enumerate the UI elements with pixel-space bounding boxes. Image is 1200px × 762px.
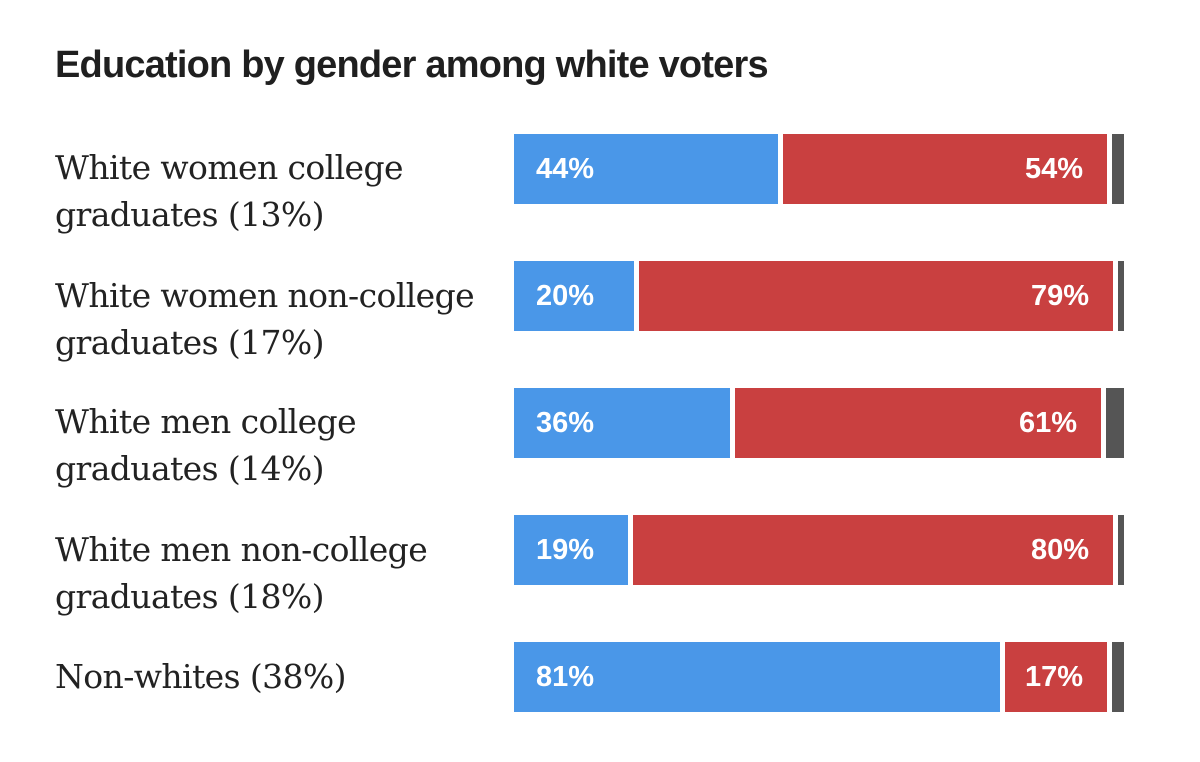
- data-label-republican-row-4: 17%: [1024, 661, 1083, 693]
- row-label-white-men-non-college: White men non-college graduates (18%): [55, 530, 428, 616]
- bar-segment-democrat-row-4: 81%: [514, 642, 1000, 712]
- bar-segment-republican-row-1: 79%: [639, 261, 1113, 331]
- bar-row-white-women-college: 44% 54%: [514, 134, 1124, 204]
- bar-segment-republican-row-0: 54%: [783, 134, 1107, 204]
- data-label-republican-row-2: 61%: [1018, 407, 1077, 439]
- bar-segment-other-row-4: [1112, 642, 1124, 712]
- bar-segment-other-row-3: [1118, 515, 1124, 585]
- bar-row-white-men-non-college: 19% 80%: [514, 515, 1124, 585]
- bar-segment-democrat-row-1: 20%: [514, 261, 634, 331]
- chart-title: Education by gender among white voters: [55, 44, 769, 86]
- bar-segment-other-row-1: [1118, 261, 1124, 331]
- row-label-white-women-non-college: White women non-college graduates (17%): [55, 276, 475, 362]
- row-label-white-women-college: White women college graduates (13%): [55, 148, 404, 234]
- data-label-democrat-row-0: 44%: [536, 153, 595, 185]
- bar-row-white-men-college: 36% 61%: [514, 388, 1124, 458]
- row-label-white-men-college: White men college graduates (14%): [55, 402, 357, 488]
- bar-segment-democrat-row-0: 44%: [514, 134, 778, 204]
- bar-segment-republican-row-2: 61%: [735, 388, 1101, 458]
- data-label-republican-row-3: 80%: [1030, 534, 1089, 566]
- bar-segment-republican-row-3: 80%: [633, 515, 1113, 585]
- bar-segment-other-row-2: [1106, 388, 1124, 458]
- data-label-democrat-row-3: 19%: [536, 534, 595, 566]
- data-label-republican-row-0: 54%: [1024, 153, 1083, 185]
- row-label-non-whites: Non-whites (38%): [55, 657, 347, 696]
- bar-segment-other-row-0: [1112, 134, 1124, 204]
- bar-row-non-whites: 81% 17%: [514, 642, 1124, 712]
- bar-segment-republican-row-4: 17%: [1005, 642, 1107, 712]
- data-label-democrat-row-2: 36%: [536, 407, 595, 439]
- bar-row-white-women-non-college: 20% 79%: [514, 261, 1124, 331]
- data-label-democrat-row-1: 20%: [536, 280, 595, 312]
- bar-segment-democrat-row-2: 36%: [514, 388, 730, 458]
- data-label-democrat-row-4: 81%: [536, 661, 595, 693]
- bar-segment-democrat-row-3: 19%: [514, 515, 628, 585]
- data-label-republican-row-1: 79%: [1030, 280, 1089, 312]
